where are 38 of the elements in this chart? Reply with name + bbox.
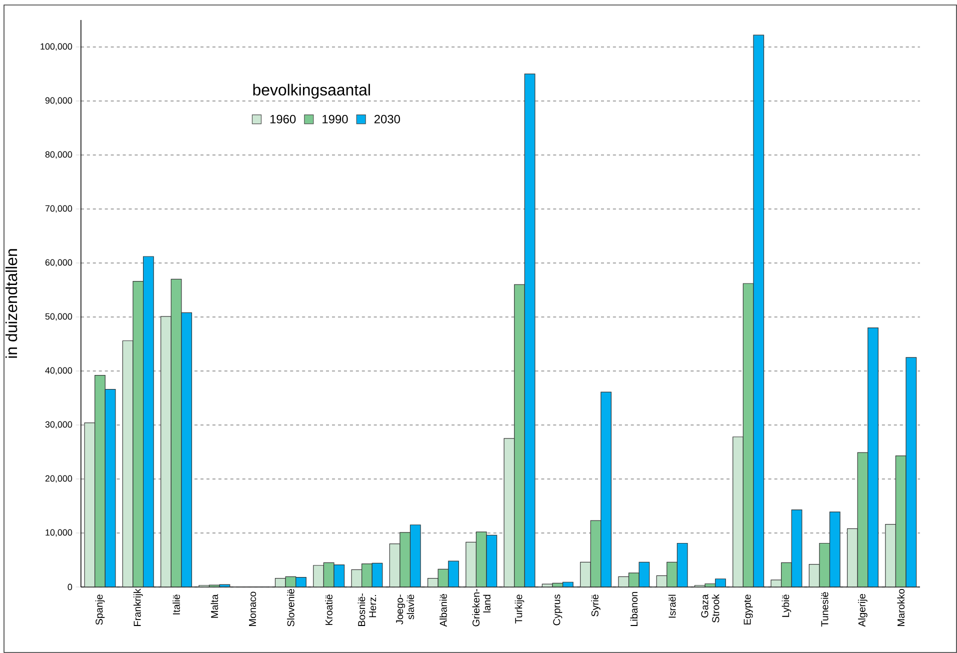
y-tick-label: 0 (68, 584, 72, 590)
x-tick-label: Libanon (630, 592, 638, 626)
x-tick-label: Frankrijk (134, 588, 143, 626)
x-tick-label: Lybië (782, 594, 792, 617)
x-tick-label: Gaza Strook (701, 594, 720, 623)
x-tick-label: Kroatië (325, 594, 332, 625)
x-tick-label: Grieken- land (472, 589, 491, 626)
x-tick-label: Monaco (249, 592, 256, 626)
x-tick-label: Slovenië (287, 589, 294, 626)
y-tick-label: 10,000 (46, 529, 72, 537)
y-tick-label: 100,000 (40, 43, 72, 51)
y-tick-label: 80,000 (45, 151, 72, 159)
x-tick-label: Cyprus (553, 594, 562, 626)
x-tick-label: Israël (668, 594, 676, 618)
x-tick-label: Bosnië- Herz. (358, 593, 376, 626)
y-tick-label: 60,000 (45, 259, 72, 267)
y-tick-label: 40,000 (45, 367, 72, 375)
x-tick-label: Albanië (440, 594, 447, 627)
legend-title: bevolkingsaantal (253, 84, 370, 99)
y-tick-label: 90,000 (45, 97, 72, 105)
y-tick-label: 70,000 (45, 205, 72, 213)
y-tick-label: 50,000 (45, 313, 72, 321)
x-tick-label: Syrië (591, 594, 600, 616)
y-axis-title: in duizendtallen (5, 249, 18, 358)
y-tick-label: 20,000 (45, 475, 72, 483)
x-tick-label: Tunesië (820, 592, 828, 627)
x-tick-label: Algerije (858, 594, 868, 627)
x-tick-label: Italië (172, 594, 180, 614)
x-tick-label: Egypte (744, 594, 753, 624)
legend-label: 1990 (322, 114, 348, 124)
x-tick-label: Joego- slavië (396, 594, 414, 624)
x-tick-label: Marokko (897, 589, 905, 626)
legend-label: 2030 (374, 114, 400, 124)
y-tick-label: 30,000 (45, 421, 72, 429)
x-tick-label: Turkije (514, 594, 524, 624)
x-tick-label: Spanje (95, 594, 105, 625)
x-tick-label: Malta (210, 594, 218, 618)
legend-label: 1960 (270, 114, 296, 124)
